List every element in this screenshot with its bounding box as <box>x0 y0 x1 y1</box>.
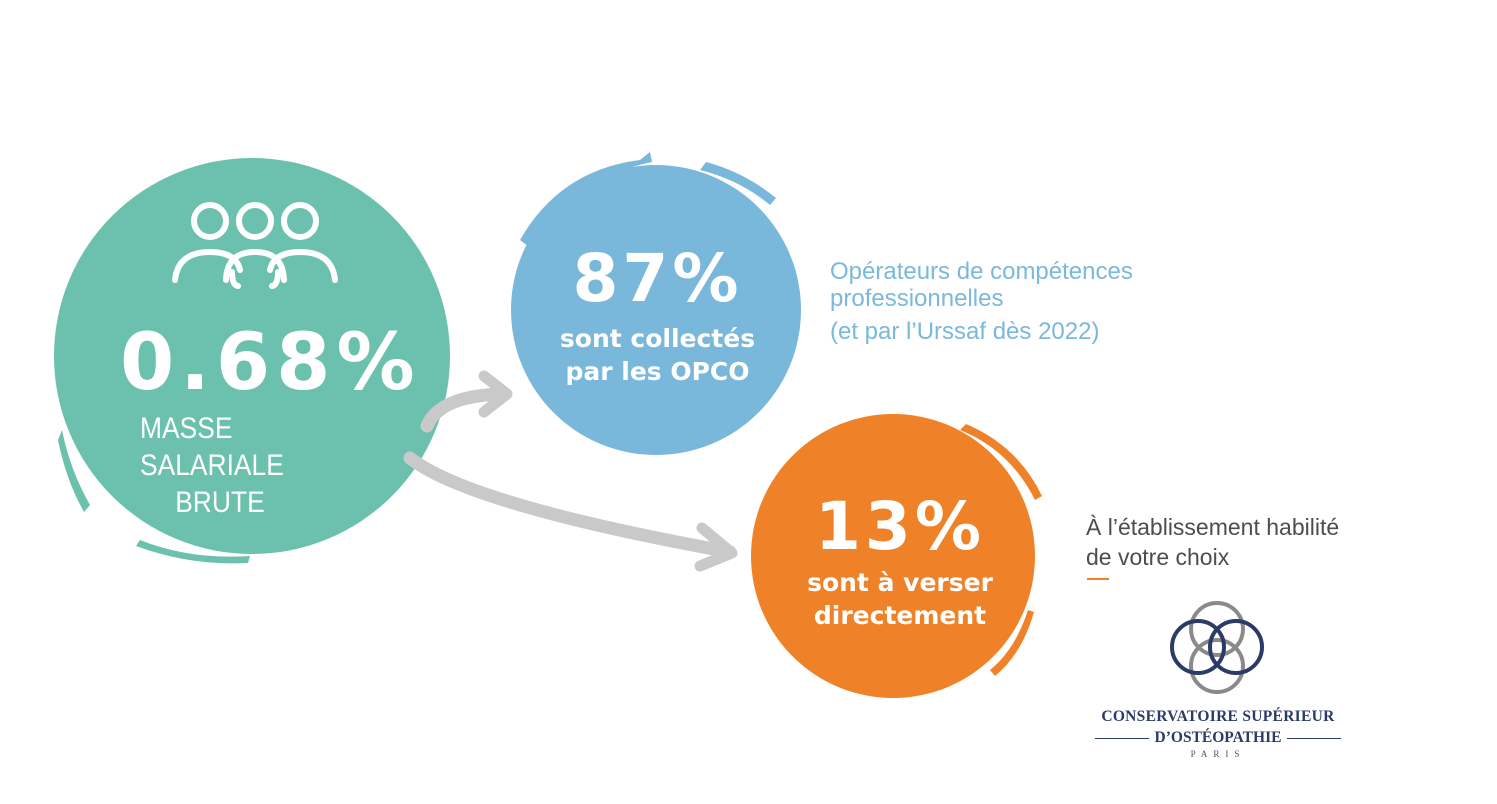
blue-caption-line1: sont collectés <box>559 324 756 353</box>
masse-label-line2: BRUTE <box>175 486 265 519</box>
orange-caption: sont à verser directement <box>760 566 1040 632</box>
masse-label-line1: MASSE SALARIALE <box>140 412 284 482</box>
orange-caption-line2: directement <box>813 601 987 630</box>
opco-desc-line2: professionnelles <box>830 285 1004 312</box>
blue-caption: sont collectés par les OPCO <box>515 322 800 388</box>
arrow-to-opco <box>420 370 513 433</box>
logo-rule-right <box>1287 737 1342 739</box>
masse-salariale-label: MASSE SALARIALE BRUTE <box>140 410 369 521</box>
green-circle <box>54 158 450 564</box>
logo-subtitle: D’OSTÉOPATHIE <box>1154 729 1282 746</box>
green-percent: 0.68% <box>120 318 421 408</box>
orange-percent: 13% <box>815 488 985 565</box>
direct-desc-line2: de votre choix <box>1086 544 1230 570</box>
direct-description: À l’établissement habilité de votre choi… <box>1086 512 1416 572</box>
people-group-icon <box>172 202 338 289</box>
orange-circle <box>751 414 1042 698</box>
blue-circle <box>511 152 801 455</box>
blue-caption-line2: par les OPCO <box>565 357 750 386</box>
blue-percent: 87% <box>572 240 743 317</box>
logo-mark-icon <box>1170 601 1264 694</box>
opco-desc-line1: Opérateurs de compétences <box>830 258 1133 285</box>
orange-caption-line1: sont à verser <box>807 568 993 597</box>
arrow-to-direct <box>403 451 738 572</box>
logo-name: CONSERVATOIRE SUPÉRIEUR <box>1101 708 1335 725</box>
orange-dash <box>1087 578 1109 580</box>
opco-note: (et par l’Urssaf dès 2022) <box>830 318 1100 345</box>
direct-desc-line1: À l’établissement habilité <box>1086 514 1340 540</box>
logo-city: PARIS <box>1190 749 1246 759</box>
logo-rule-left <box>1094 737 1149 739</box>
logo-subtitle-row: D’OSTÉOPATHIE <box>1070 729 1366 747</box>
opco-description: Opérateurs de compétences professionnell… <box>830 258 1250 312</box>
